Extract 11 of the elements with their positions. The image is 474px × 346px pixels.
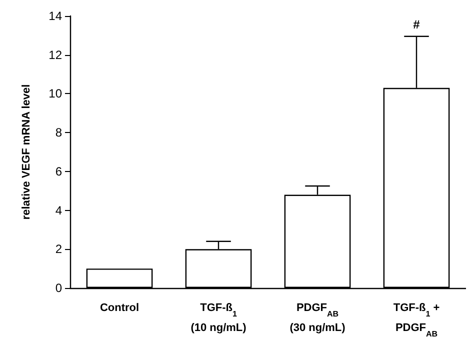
x-tick-label: Control [100, 302, 140, 314]
y-axis-title: relative VEGF mRNA level [20, 84, 32, 220]
y-tick-label: 6 [55, 164, 62, 178]
annotation: # [413, 17, 420, 32]
y-tick-label: 2 [55, 242, 62, 256]
y-tick-label: 4 [55, 203, 62, 218]
y-tick-label: 8 [55, 126, 62, 140]
y-tick-label: 10 [48, 86, 62, 101]
y-tick-label: 14 [48, 9, 62, 23]
y-tick-label: 0 [55, 281, 62, 295]
y-tick-label: 12 [48, 48, 62, 62]
